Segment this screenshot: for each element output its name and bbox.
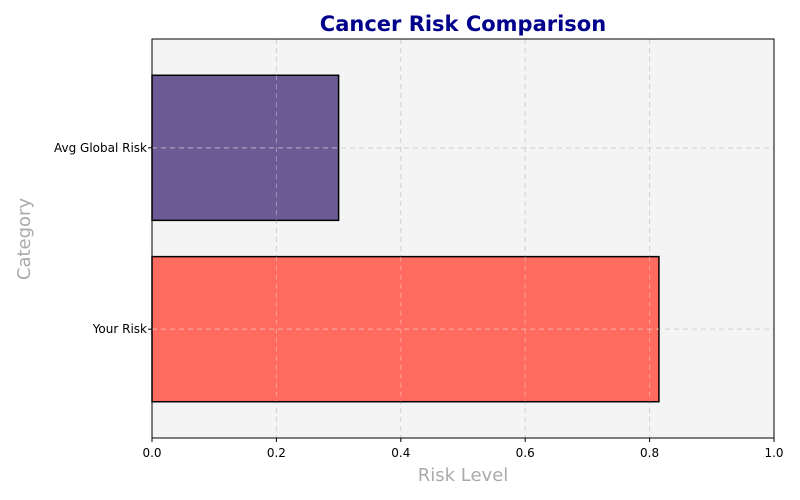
x-tick-label: 0.2: [267, 446, 286, 460]
y-tick-label: Your Risk: [92, 322, 147, 336]
y-axis-ticks: Your Risk Avg Global Risk: [54, 141, 152, 336]
plot-frame: [151, 38, 775, 439]
y-tick-label: Avg Global Risk: [54, 141, 147, 155]
x-tick-label: 0.8: [640, 446, 659, 460]
y-axis-label: Category: [14, 198, 35, 281]
x-tick-label: 0.6: [516, 446, 535, 460]
bars: [151, 74, 660, 403]
x-tick-label: 0.4: [391, 446, 410, 460]
x-axis-ticks: 0.0 0.2 0.4 0.6 0.8 1.0: [142, 438, 784, 460]
chart-title: Cancer Risk Comparison: [320, 12, 606, 36]
x-tick-label: 0.0: [142, 446, 161, 460]
x-axis-label: Risk Level: [418, 465, 509, 486]
x-tick-label: 1.0: [764, 446, 783, 460]
